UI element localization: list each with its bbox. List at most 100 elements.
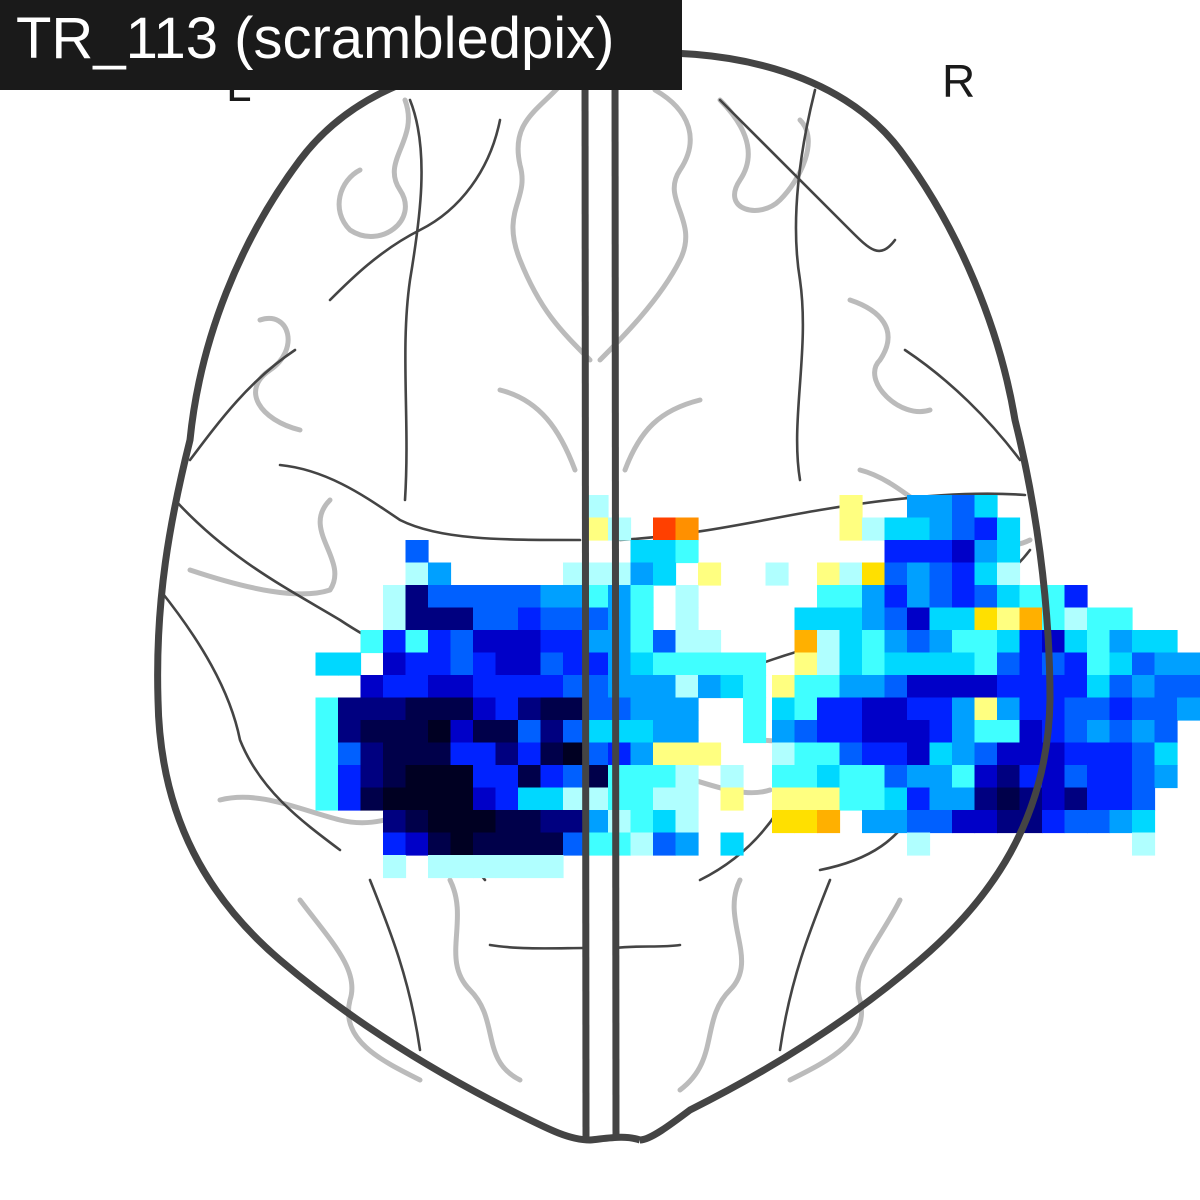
left-activation-voxel — [450, 675, 474, 699]
right-hemisphere-label: R — [942, 55, 976, 107]
left-activation-voxel — [630, 630, 654, 654]
left-activation-voxel — [473, 720, 497, 744]
left-activation-voxel — [383, 675, 407, 699]
left-activation-voxel — [563, 832, 587, 856]
right-activation-voxel — [794, 630, 818, 654]
left-activation-voxel — [405, 540, 429, 564]
left-activation-voxel — [428, 562, 452, 586]
right-activation-voxel — [772, 697, 796, 721]
left-activation-voxel — [495, 832, 519, 856]
left-activation-voxel — [653, 810, 677, 834]
right-activation-voxel — [1042, 652, 1066, 676]
right-activation-voxel — [997, 652, 1021, 676]
left-activation-voxel — [518, 832, 542, 856]
left-activation-voxel — [608, 765, 632, 789]
right-activation-voxel — [1019, 697, 1043, 721]
left-activation-voxel — [450, 787, 474, 811]
left-activation-voxel — [405, 742, 429, 766]
right-activation-voxel — [997, 540, 1021, 564]
right-activation-voxel — [1064, 675, 1088, 699]
right-activation-voxel — [884, 517, 908, 541]
right-activation-voxel — [1177, 697, 1200, 721]
left-activation-voxel — [473, 585, 497, 609]
left-activation-voxel — [585, 742, 609, 766]
left-activation-voxel — [563, 810, 587, 834]
left-activation-voxel — [405, 832, 429, 856]
left-activation-voxel — [563, 675, 587, 699]
right-activation-voxel — [839, 585, 863, 609]
right-activation-voxel — [929, 742, 953, 766]
left-activation-voxel — [765, 562, 789, 586]
right-activation-voxel — [929, 562, 953, 586]
left-activation-voxel — [450, 630, 474, 654]
right-activation-voxel — [862, 697, 886, 721]
left-activation-voxel — [653, 675, 677, 699]
right-activation-voxel — [952, 720, 976, 744]
right-activation-voxel — [907, 697, 931, 721]
left-activation-voxel — [450, 607, 474, 631]
left-activation-voxel — [563, 765, 587, 789]
right-activation-voxel — [997, 630, 1021, 654]
left-activation-voxel — [383, 585, 407, 609]
right-activation-voxel — [997, 765, 1021, 789]
left-activation-voxel — [338, 765, 362, 789]
left-activation-voxel — [675, 787, 699, 811]
right-activation-voxel — [1087, 630, 1111, 654]
left-activation-voxel — [585, 787, 609, 811]
left-activation-voxel — [675, 810, 699, 834]
left-activation-voxel — [383, 652, 407, 676]
right-activation-voxel — [772, 742, 796, 766]
right-activation-voxel — [974, 697, 998, 721]
left-activation-voxel — [563, 652, 587, 676]
right-activation-voxel — [952, 742, 976, 766]
right-activation-voxel — [862, 652, 886, 676]
right-activation-voxel — [1064, 697, 1088, 721]
right-activation-voxel — [907, 652, 931, 676]
right-activation-voxel — [794, 675, 818, 699]
right-activation-voxel — [862, 810, 886, 834]
left-activation-voxel — [360, 720, 384, 744]
right-activation-voxel — [974, 630, 998, 654]
left-activation-voxel — [383, 832, 407, 856]
right-activation-voxel — [929, 652, 953, 676]
brain-outline — [154, 49, 1054, 1144]
left-activation-voxel — [450, 585, 474, 609]
figure-title: TR_113 (scrambledpix) — [0, 0, 682, 90]
right-activation-voxel — [974, 517, 998, 541]
left-activation-voxel — [428, 675, 452, 699]
right-activation-voxel — [1019, 675, 1043, 699]
right-activation-voxel — [929, 787, 953, 811]
right-activation-voxel — [1132, 720, 1156, 744]
right-activation-voxel — [794, 810, 818, 834]
right-activation-voxel — [997, 810, 1021, 834]
right-activation-voxel — [929, 517, 953, 541]
left-activation-voxel — [473, 607, 497, 631]
left-activation-voxel — [608, 720, 632, 744]
left-activation-voxel — [585, 607, 609, 631]
left-activation-voxel — [608, 787, 632, 811]
left-activation-voxel — [473, 697, 497, 721]
left-activation-voxel — [675, 517, 699, 541]
right-activation-voxel — [907, 765, 931, 789]
right-activation-voxel — [1177, 652, 1200, 676]
right-activation-voxel — [1109, 697, 1133, 721]
left-activation-voxel — [675, 607, 699, 631]
right-activation-voxel — [794, 720, 818, 744]
left-activation-voxel — [630, 585, 654, 609]
left-activation-voxel — [450, 855, 474, 879]
right-activation-voxel — [1132, 675, 1156, 699]
right-activation-voxel — [794, 697, 818, 721]
right-activation-voxel — [1132, 630, 1156, 654]
right-activation-voxel — [1132, 652, 1156, 676]
left-activation-voxel — [608, 742, 632, 766]
right-activation-voxel — [1064, 765, 1088, 789]
right-activation-voxel — [929, 720, 953, 744]
left-activation-voxel — [540, 607, 564, 631]
left-activation-voxel — [495, 630, 519, 654]
left-activation-voxel — [315, 787, 339, 811]
left-activation-voxel — [653, 765, 677, 789]
right-activation-voxel — [929, 540, 953, 564]
right-activation-voxel — [839, 495, 863, 519]
right-activation-voxel — [817, 765, 841, 789]
left-activation-voxel — [338, 652, 362, 676]
